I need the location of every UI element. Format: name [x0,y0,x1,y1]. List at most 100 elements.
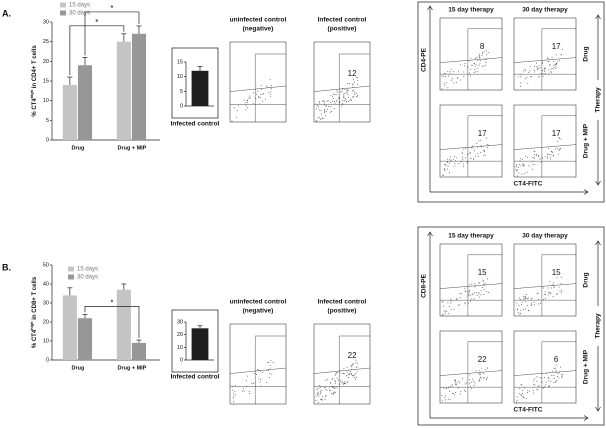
event-dot [545,294,546,296]
event-dot [478,293,480,295]
event-dot [534,150,536,152]
event-dot [323,100,325,102]
event-dot [460,63,461,65]
event-dot [533,69,535,71]
event-dot [524,155,526,157]
event-dot [343,97,345,99]
event-dot [459,293,461,295]
event-dot [483,284,485,286]
gate-percentage: 17 [552,129,561,138]
gate-line [229,367,287,374]
event-dot [470,381,472,383]
event-dot [474,68,476,70]
event-dot [478,53,480,55]
row-axis-title: Therapy [595,87,602,113]
event-dot [525,78,527,80]
event-dot [544,67,546,69]
event-dot [519,312,521,314]
event-dot [259,381,261,383]
event-dot [255,98,256,99]
event-dot [515,169,517,171]
event-dot [483,151,485,153]
event-dot [556,294,557,295]
event-dot [547,56,549,58]
event-dot [549,281,551,283]
event-dot [517,169,519,171]
event-dot [533,392,534,394]
gate-line [229,85,287,92]
event-dot [270,93,272,95]
event-dot [551,151,553,152]
event-dot [532,168,534,170]
event-dot [449,159,451,161]
event-dot [476,67,478,69]
event-dot [347,87,349,89]
event-dot [325,389,327,391]
event-dot [259,370,261,372]
event-dot [483,378,485,380]
event-dot [331,393,333,395]
y-axis-arrow [427,231,433,418]
event-dot [349,373,351,374]
event-dot [487,52,489,53]
gate-line [513,370,577,376]
event-dot [231,386,233,388]
event-dot [236,116,238,118]
event-dot [530,302,532,304]
event-dot [532,156,534,158]
event-dot [519,313,521,315]
event-dot [548,73,550,75]
event-dot [345,98,347,100]
event-dot [542,157,544,159]
row-title: Drug + MIP [583,123,590,158]
event-dot [352,375,354,377]
event-dot [550,68,552,70]
event-dot [346,92,348,94]
event-dot [485,65,487,67]
event-dot [259,379,261,380]
event-dot [332,98,334,100]
event-dot [464,287,466,289]
event-dot [475,71,477,73]
event-dot [249,95,251,97]
event-dot [449,172,450,174]
event-dot [342,99,344,101]
event-dot [526,171,528,173]
event-dot [547,153,549,155]
event-dot [479,57,481,59]
event-dot [465,147,467,149]
event-dot [522,70,524,72]
event-dot [443,306,445,308]
event-dot [447,398,449,400]
event-dot [553,368,555,369]
event-dot [520,384,522,386]
event-dot [449,399,451,401]
event-dot [479,282,481,284]
event-dot [335,93,337,95]
event-dot [466,153,468,155]
event-dot [355,362,357,364]
event-dot [254,372,256,374]
event-dot [547,287,549,289]
flow-plot [229,41,287,123]
event-dot [537,389,539,391]
event-dot [553,286,555,288]
event-dot [473,158,475,160]
significance-star: * [110,299,113,308]
event-dot [456,381,458,383]
event-dot [338,379,339,381]
event-dot [518,304,520,306]
event-dot [352,90,354,92]
x-axis-label: Infected control [171,121,220,128]
event-dot [542,73,544,75]
event-dot [447,158,449,160]
event-dot [559,290,561,292]
event-dot [328,387,330,389]
event-dot [536,376,538,378]
y-axis-label-part: % CT4 [32,98,38,117]
event-dot [249,97,251,99]
event-dot [231,389,233,391]
event-dot [553,375,555,376]
gate-line [513,57,577,63]
event-dot [473,72,475,73]
